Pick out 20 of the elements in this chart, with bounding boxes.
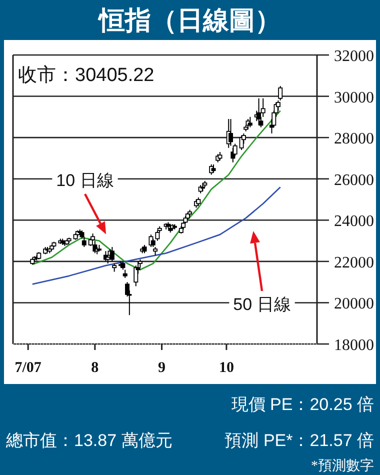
chart-title: 恒指（日線圖） (97, 5, 281, 35)
y-tick-label: 26000 (334, 172, 374, 189)
x-tick-label: 10 (218, 360, 234, 376)
x-tick-label: 8 (91, 360, 99, 376)
text: 總市值：13.87 萬億元 (5, 431, 172, 450)
x-tick-label: 7/07 (14, 360, 42, 376)
y-tick-label: 18000 (334, 337, 374, 354)
text: 現價 PE：20.25 倍 (231, 395, 374, 414)
text: 預測 PE*：21.57 倍 (224, 431, 374, 450)
y-tick-label: 32000 (334, 48, 374, 65)
annotation: 50 日線 (233, 295, 291, 314)
y-tick-label: 24000 (334, 213, 374, 230)
y-tick-label: 28000 (334, 130, 374, 148)
annotation: 收市：30405.22 (18, 64, 154, 86)
text: *預測數字 (311, 458, 374, 474)
y-tick-label: 20000 (334, 296, 374, 313)
y-tick-label: 30000 (334, 89, 374, 106)
x-tick-label: 9 (158, 360, 166, 376)
annotation: 10 日線 (56, 171, 114, 190)
y-tick-label: 22000 (334, 254, 374, 272)
